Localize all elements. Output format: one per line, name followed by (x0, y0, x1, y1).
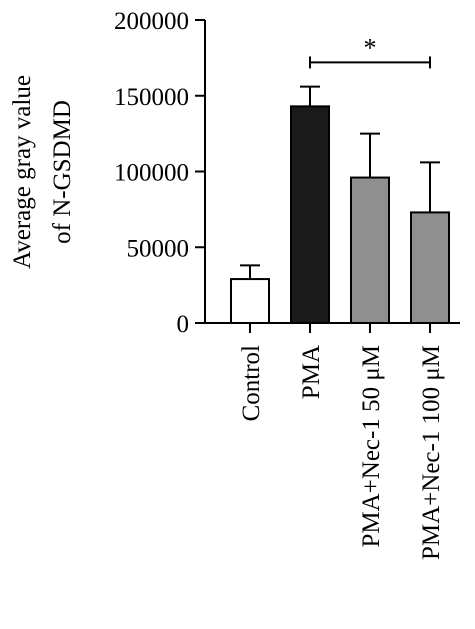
y-tick-label: 200000 (114, 8, 189, 35)
bar (350, 176, 390, 324)
x-tick-label: Control (238, 345, 265, 421)
y-axis-title-line-1: Average gray value (9, 75, 36, 269)
bar (410, 211, 450, 324)
y-tick-label: 100000 (114, 160, 189, 187)
x-tick-label: PMA (298, 345, 325, 399)
x-tick-label: PMA+Nec-1 100 μM (418, 345, 445, 560)
y-tick-label: 0 (177, 311, 190, 338)
y-tick-label: 150000 (114, 84, 189, 111)
y-axis-title-line-2: of N-GSDMD (49, 100, 76, 244)
significance-annotation: * (309, 33, 431, 69)
y-axis: 0 50000 100000 150000 200000 (114, 8, 206, 338)
x-axis: Control PMA PMA+Nec-1 50 μM PMA+Nec-1 100 μ… (205, 322, 460, 560)
bar (290, 105, 330, 325)
bar (230, 278, 270, 325)
y-axis-title: Average gray value of N-GSDMD (9, 75, 76, 269)
bars (230, 85, 450, 325)
x-tick-label: PMA+Nec-1 50 μM (358, 345, 385, 548)
y-tick-label: 50000 (127, 235, 190, 262)
significance-label: * (364, 33, 377, 62)
